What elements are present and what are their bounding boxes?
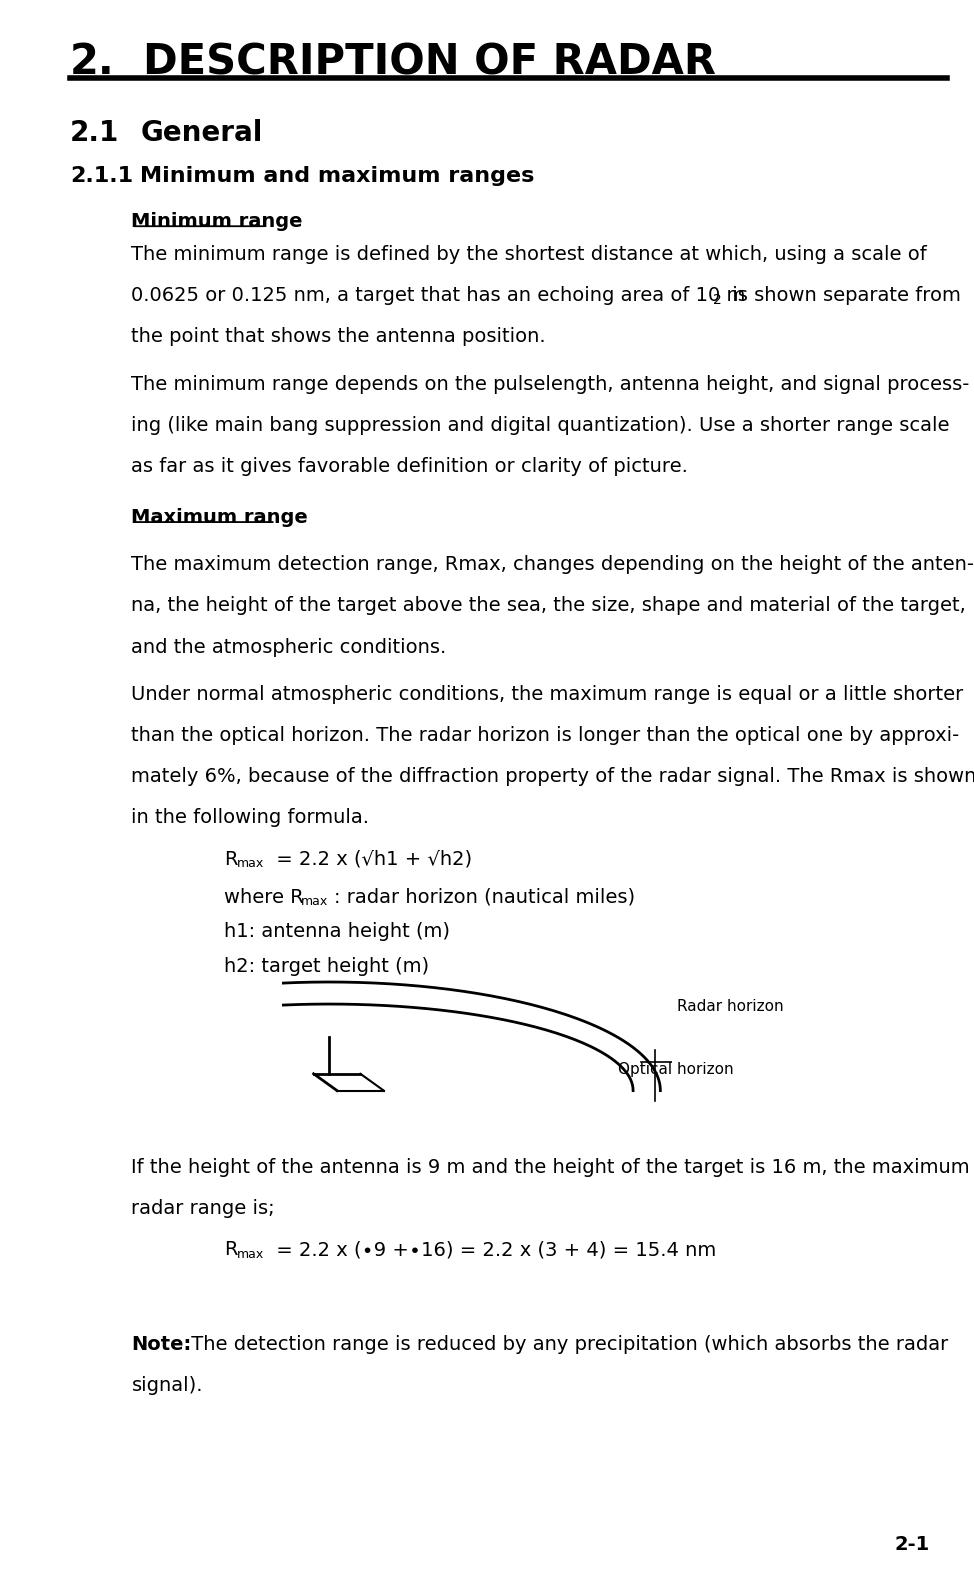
- Text: Maximum range: Maximum range: [131, 508, 308, 527]
- Text: If the height of the antenna is 9 m and the height of the target is 16 m, the ma: If the height of the antenna is 9 m and …: [131, 1158, 970, 1177]
- Text: Optical horizon: Optical horizon: [618, 1062, 734, 1077]
- Text: na, the height of the target above the sea, the size, shape and material of the : na, the height of the target above the s…: [131, 596, 966, 615]
- Text: signal).: signal).: [131, 1376, 203, 1395]
- Text: 2: 2: [713, 293, 722, 307]
- Text: max: max: [301, 895, 328, 908]
- Text: 2.: 2.: [70, 41, 115, 84]
- Text: the point that shows the antenna position.: the point that shows the antenna positio…: [131, 327, 546, 346]
- Text: than the optical horizon. The radar horizon is longer than the optical one by ap: than the optical horizon. The radar hori…: [131, 726, 959, 745]
- Text: 2.1: 2.1: [70, 119, 120, 147]
- Text: radar range is;: radar range is;: [131, 1199, 275, 1218]
- Text: R: R: [224, 1240, 238, 1259]
- Text: ing (like main bang suppression and digital quantization). Use a shorter range s: ing (like main bang suppression and digi…: [131, 416, 950, 435]
- Text: : radar horizon (nautical miles): : radar horizon (nautical miles): [334, 888, 635, 906]
- Text: Under normal atmospheric conditions, the maximum range is equal or a little shor: Under normal atmospheric conditions, the…: [131, 685, 963, 704]
- Text: where R: where R: [224, 888, 304, 906]
- Text: = 2.2 x (∙9 +∙16) = 2.2 x (3 + 4) = 15.4 nm: = 2.2 x (∙9 +∙16) = 2.2 x (3 + 4) = 15.4…: [270, 1240, 716, 1259]
- Text: h2: target height (m): h2: target height (m): [224, 957, 430, 976]
- Text: Minimum and maximum ranges: Minimum and maximum ranges: [140, 166, 535, 187]
- Text: 2.1.1: 2.1.1: [70, 166, 133, 187]
- Text: The minimum range depends on the pulselength, antenna height, and signal process: The minimum range depends on the pulsele…: [131, 375, 970, 394]
- Text: Radar horizon: Radar horizon: [677, 1000, 783, 1014]
- Text: h1: antenna height (m): h1: antenna height (m): [224, 922, 450, 941]
- Text: Minimum range: Minimum range: [131, 212, 303, 231]
- Text: in the following formula.: in the following formula.: [131, 808, 369, 827]
- Text: mately 6%, because of the diffraction property of the radar signal. The Rmax is : mately 6%, because of the diffraction pr…: [131, 767, 974, 786]
- Text: DESCRIPTION OF RADAR: DESCRIPTION OF RADAR: [143, 41, 716, 84]
- Text: 0.0625 or 0.125 nm, a target that has an echoing area of 10 m: 0.0625 or 0.125 nm, a target that has an…: [131, 286, 746, 305]
- Text: General: General: [140, 119, 263, 147]
- Text: and the atmospheric conditions.: and the atmospheric conditions.: [131, 638, 447, 657]
- Text: The minimum range is defined by the shortest distance at which, using a scale of: The minimum range is defined by the shor…: [131, 245, 927, 264]
- Text: = 2.2 x (√h1 + √h2): = 2.2 x (√h1 + √h2): [270, 850, 472, 869]
- Text: The detection range is reduced by any precipitation (which absorbs the radar: The detection range is reduced by any pr…: [185, 1335, 949, 1354]
- Text: The maximum detection range, Rmax, changes depending on the height of the anten-: The maximum detection range, Rmax, chang…: [131, 555, 974, 574]
- Text: 2-1: 2-1: [895, 1535, 930, 1554]
- Text: as far as it gives favorable definition or clarity of picture.: as far as it gives favorable definition …: [131, 457, 689, 476]
- Text: is shown separate from: is shown separate from: [726, 286, 960, 305]
- Text: Note:: Note:: [131, 1335, 192, 1354]
- Text: max: max: [237, 857, 264, 870]
- Text: R: R: [224, 850, 238, 869]
- Text: max: max: [237, 1248, 264, 1261]
